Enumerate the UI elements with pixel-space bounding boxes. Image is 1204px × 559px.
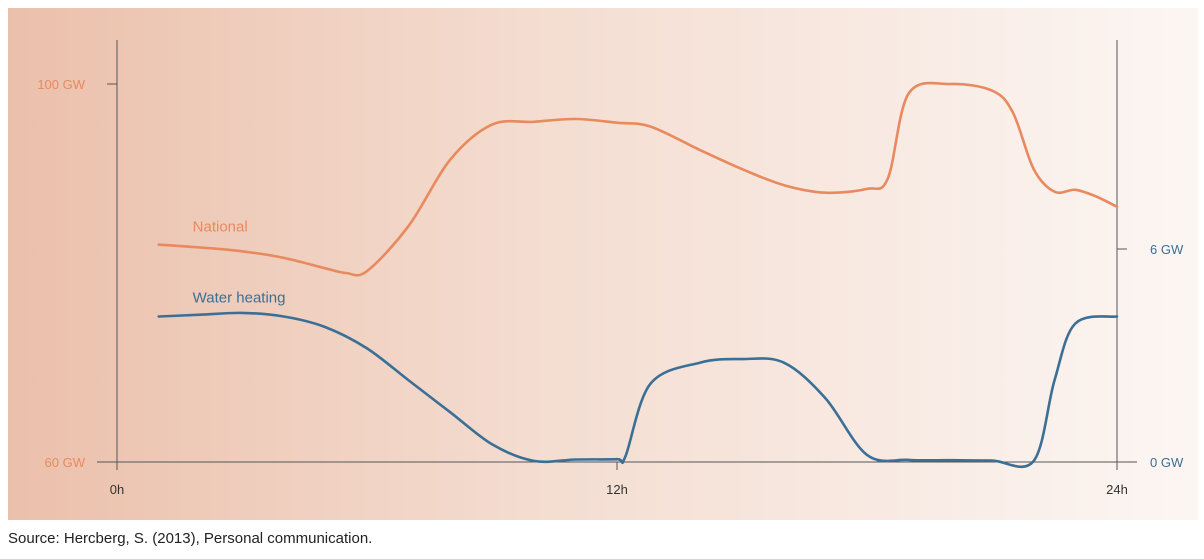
right-tick-label: 0 GW [1150, 455, 1184, 470]
x-tick-label: 0h [110, 482, 124, 497]
source-note: Source: Hercberg, S. (2013), Personal co… [8, 530, 373, 547]
left-tick-label: 100 GW [37, 77, 85, 92]
series-line-water-heating [157, 311, 1119, 469]
x-tick-label: 12h [606, 482, 628, 497]
series-label-water-heating: Water heating [193, 289, 286, 306]
right-tick-label: 6 GW [1150, 242, 1184, 257]
left-tick-label: 60 GW [45, 455, 86, 470]
chart-background [8, 8, 1198, 520]
series-line-national [157, 81, 1119, 277]
x-tick-label: 24h [1106, 482, 1128, 497]
series-label-national: National [193, 218, 248, 235]
line-chart: 0h 12h 24h 100 GW 60 GW 6 GW 0 GW National Wate… [8, 8, 1198, 520]
